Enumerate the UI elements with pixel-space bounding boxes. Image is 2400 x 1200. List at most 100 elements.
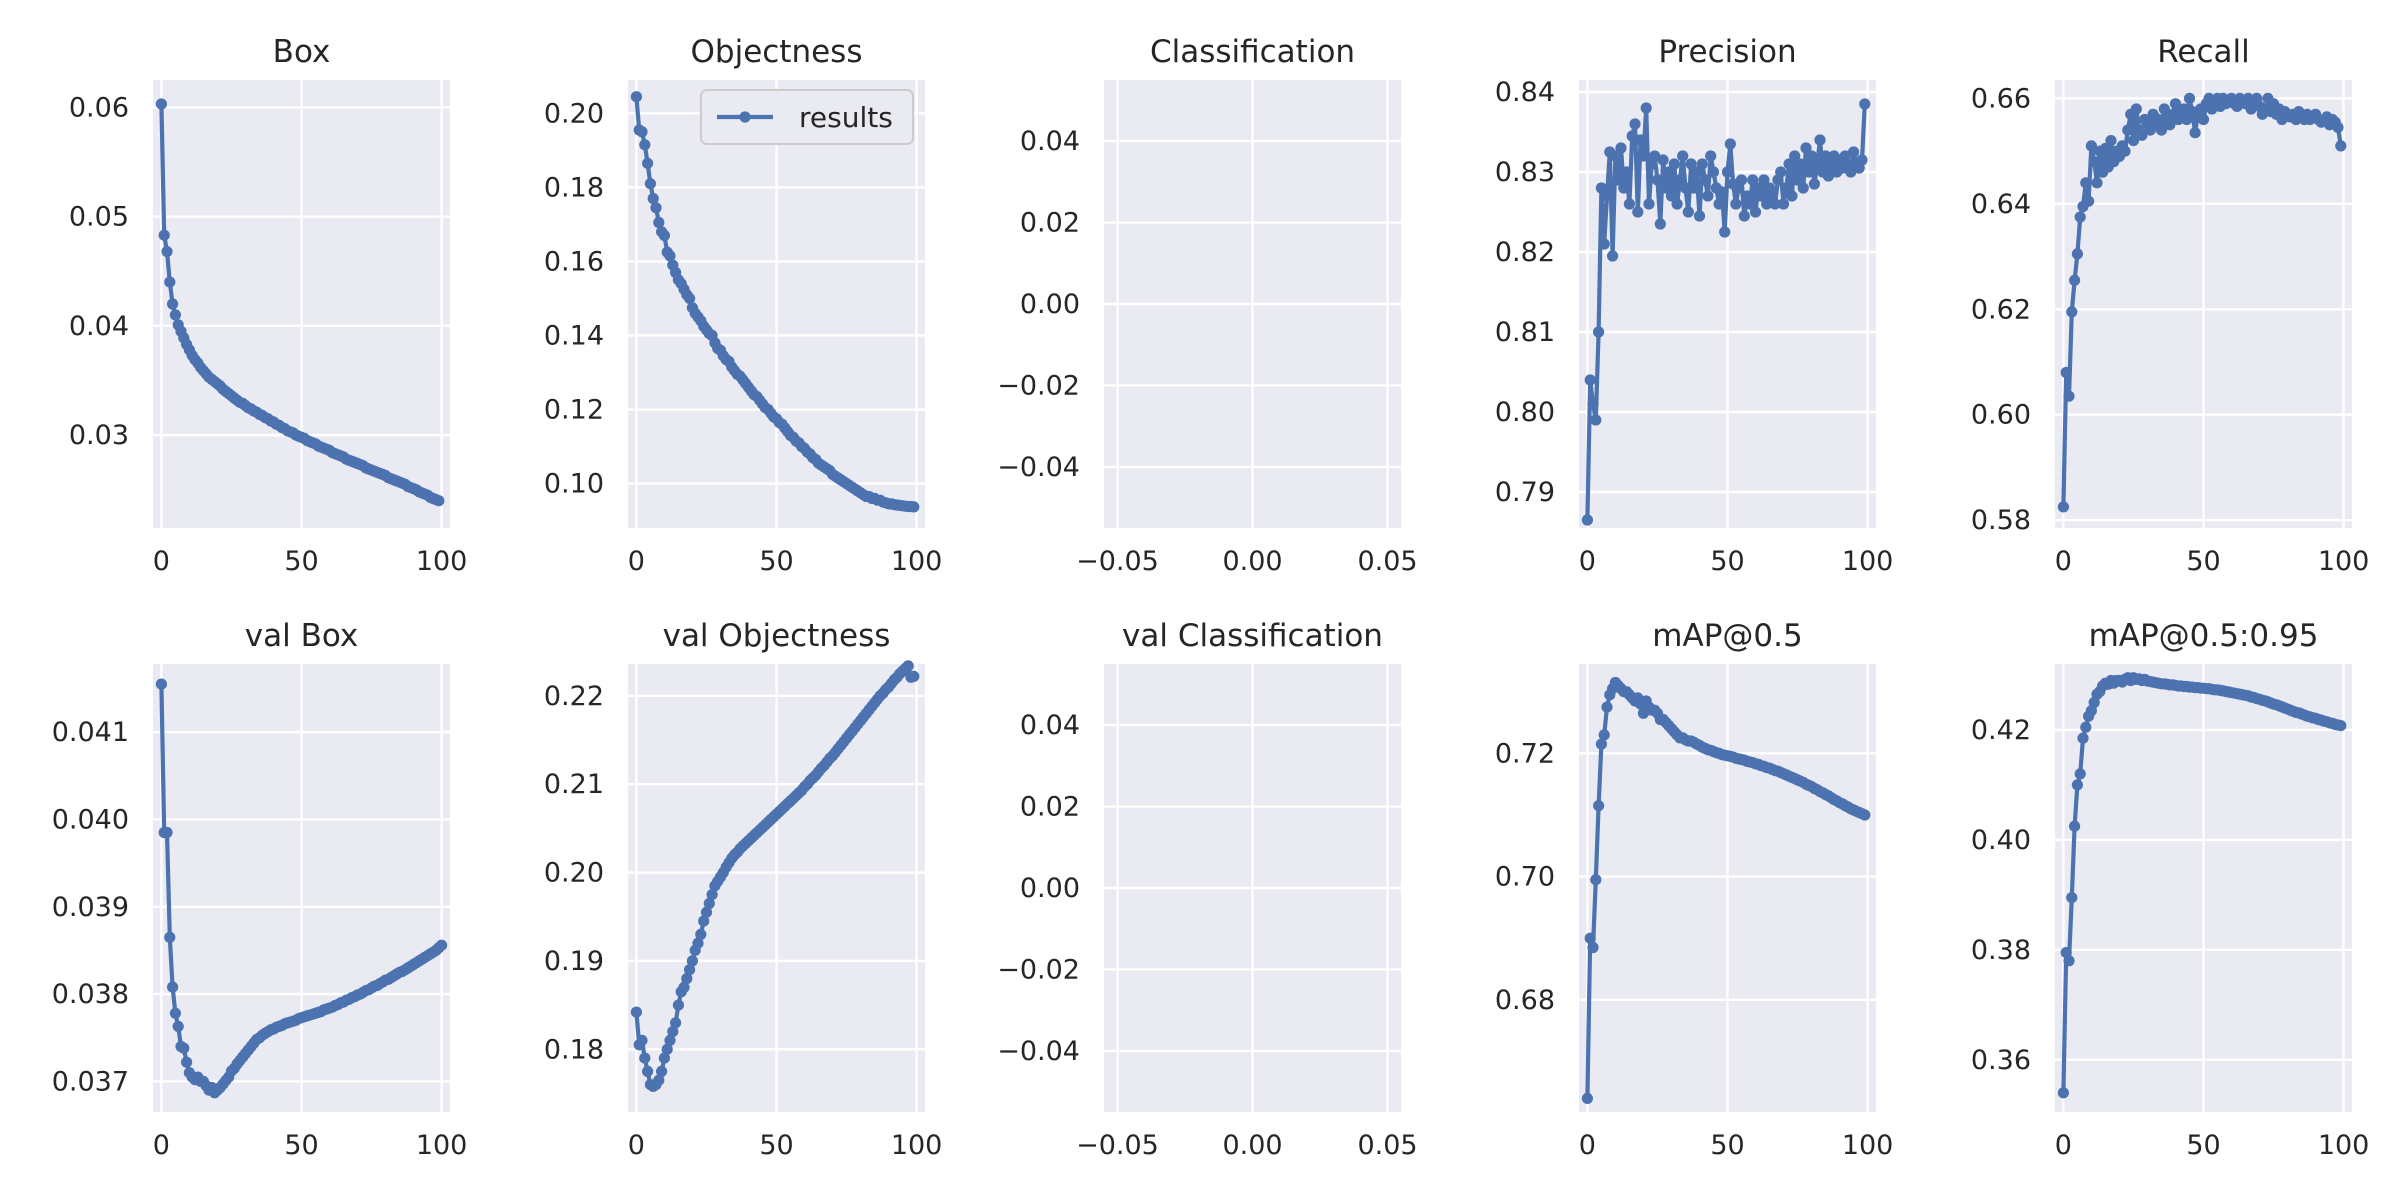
series-markers <box>630 91 920 513</box>
y-tick-label: 0.04 <box>1020 710 1080 741</box>
x-tick-label: 0 <box>628 1130 645 1161</box>
data-point <box>1598 729 1610 741</box>
data-point <box>1738 210 1750 222</box>
data-point <box>1660 182 1672 194</box>
y-tick-label: 0.12 <box>544 395 604 426</box>
data-point <box>1595 182 1607 194</box>
data-point <box>2066 306 2078 318</box>
y-tick-label: 0.02 <box>1020 792 1080 823</box>
data-point <box>169 1007 181 1019</box>
x-tick-label: −0.05 <box>1076 1130 1159 1161</box>
data-point <box>1685 158 1697 170</box>
data-point <box>1724 138 1736 150</box>
x-tick-label: 100 <box>416 546 468 577</box>
data-point <box>1749 206 1762 218</box>
x-tick-label: 50 <box>1710 546 1744 577</box>
data-point <box>1786 190 1798 202</box>
y-tick-label: 0.10 <box>544 469 604 500</box>
data-point <box>1688 182 1700 194</box>
data-point <box>1654 218 1666 230</box>
data-point <box>2164 119 2176 131</box>
data-point <box>2080 721 2092 733</box>
y-tick-label: 0.22 <box>544 681 604 712</box>
data-point <box>1587 941 1599 954</box>
y-tick-label: 0.039 <box>52 892 129 923</box>
y-tick-label: 0.06 <box>69 92 129 123</box>
series-markers <box>630 660 920 1092</box>
data-point <box>1797 182 1809 194</box>
y-tick-label: 0.041 <box>52 717 129 748</box>
x-tick-label: 100 <box>416 1130 468 1161</box>
y-tick-label: 0.62 <box>1971 294 2031 325</box>
data-point <box>1657 154 1669 166</box>
data-point <box>1590 414 1602 426</box>
data-point <box>1780 182 1792 194</box>
y-tick-label: 0.72 <box>1495 738 1555 769</box>
data-point <box>161 246 173 258</box>
data-point <box>1587 398 1599 410</box>
data-point <box>2332 121 2344 133</box>
data-point <box>642 1065 654 1077</box>
data-point <box>684 292 696 304</box>
legend-label: results <box>799 101 893 134</box>
data-point <box>1808 178 1820 190</box>
data-point <box>1612 174 1624 186</box>
data-point <box>1665 190 1678 202</box>
y-tick-label: 0.70 <box>1495 862 1555 893</box>
data-point <box>664 1034 676 1046</box>
chart-title: val Box <box>245 618 358 654</box>
data-point <box>681 973 693 985</box>
x-tick-label: 0 <box>1579 546 1596 577</box>
data-point <box>2071 248 2083 260</box>
data-point <box>1705 150 1717 162</box>
data-point <box>1822 170 1834 182</box>
data-point <box>1859 809 1871 821</box>
data-point <box>1845 166 1857 178</box>
data-point <box>1783 158 1795 170</box>
y-tick-label: 0.42 <box>1971 715 2031 746</box>
data-point <box>650 202 662 214</box>
data-point <box>1643 198 1655 210</box>
data-point <box>1693 210 1706 222</box>
data-point <box>1640 102 1652 114</box>
series-markers <box>2057 672 2347 1099</box>
y-tick-label: 0.58 <box>1971 505 2031 536</box>
series-markers <box>2057 92 2347 513</box>
data-point <box>630 1006 643 1018</box>
y-tick-label: 0.60 <box>1971 400 2031 431</box>
y-tick-label: 0.16 <box>544 246 604 277</box>
y-tick-label: 0.038 <box>52 979 129 1010</box>
series-markers <box>155 98 445 507</box>
data-point <box>2130 103 2142 115</box>
x-tick-label: 50 <box>284 1130 318 1161</box>
data-point <box>2197 113 2210 126</box>
data-point <box>2063 390 2075 402</box>
data-point <box>2169 98 2182 110</box>
data-point <box>656 1065 668 1077</box>
y-tick-label: 0.00 <box>1020 289 1080 320</box>
data-point <box>2119 145 2131 157</box>
data-point <box>181 1056 193 1068</box>
data-point <box>684 964 696 976</box>
data-point <box>2105 135 2117 147</box>
y-tick-label: 0.05 <box>69 202 129 233</box>
x-tick-label: 0 <box>153 1130 170 1161</box>
data-point <box>1663 166 1675 178</box>
x-tick-label: 50 <box>1710 1130 1744 1161</box>
x-tick-label: 50 <box>2186 1130 2220 1161</box>
y-tick-label: 0.18 <box>544 1034 604 1065</box>
data-point <box>636 1034 648 1046</box>
data-point <box>653 216 665 229</box>
x-tick-label: −0.05 <box>1076 546 1159 577</box>
data-point <box>2071 779 2083 791</box>
data-point <box>178 1042 190 1054</box>
series-markers <box>1581 676 1871 1104</box>
y-tick-label: 0.64 <box>1971 189 2031 220</box>
data-point <box>658 1052 671 1064</box>
data-point <box>1713 198 1725 210</box>
data-point <box>2069 820 2081 832</box>
y-tick-label: −0.02 <box>997 370 1080 401</box>
data-point <box>2088 156 2100 168</box>
data-point <box>1679 182 1692 194</box>
